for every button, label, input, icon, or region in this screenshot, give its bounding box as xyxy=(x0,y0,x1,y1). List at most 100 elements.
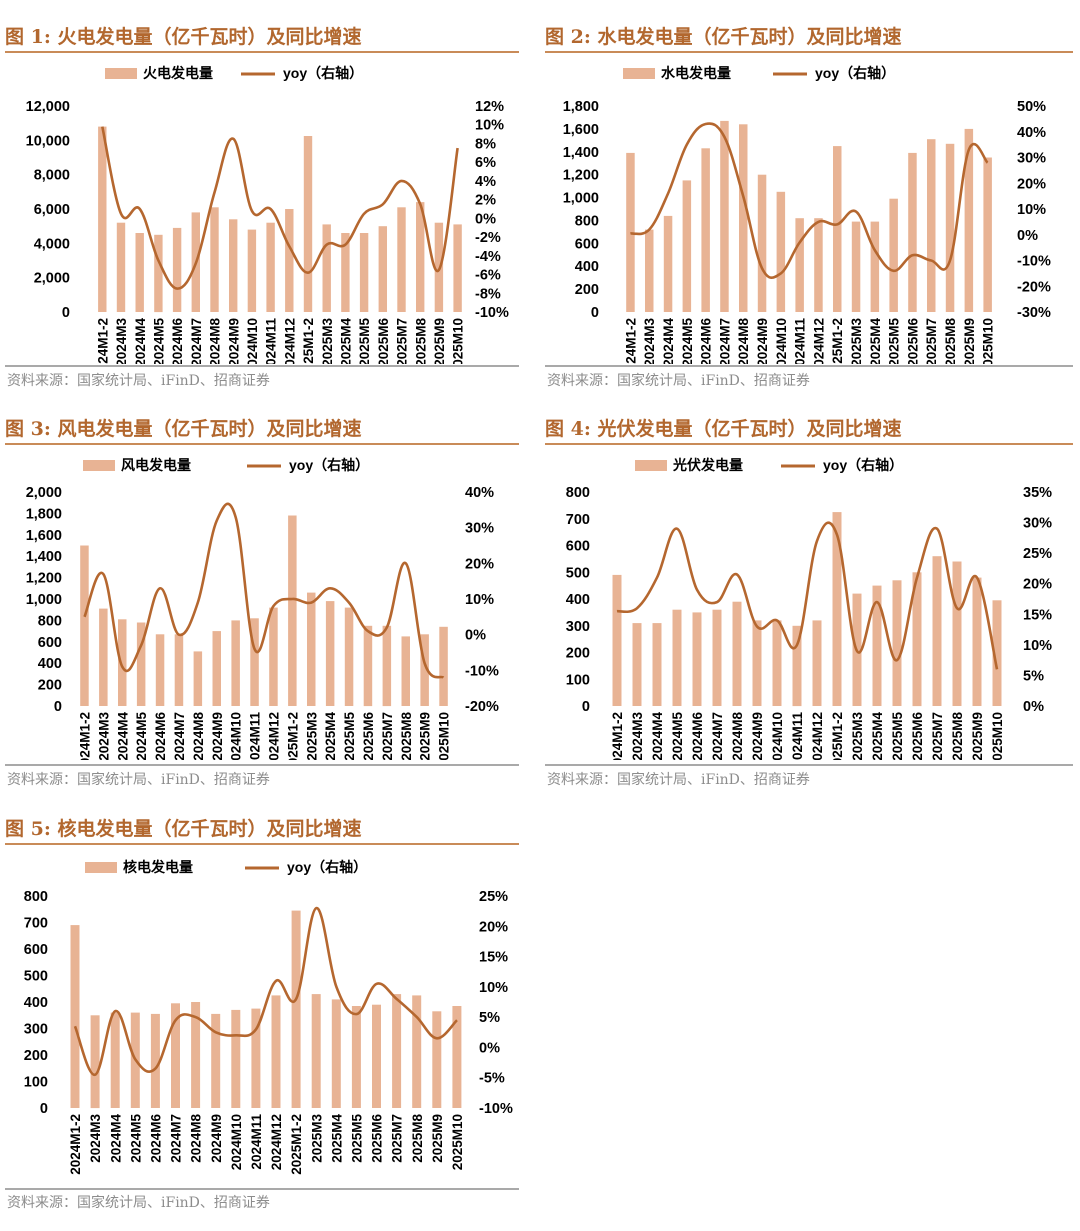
legend-bar-swatch xyxy=(623,68,655,79)
yoy-line xyxy=(83,502,445,679)
legend-bar-label: 火电发电量 xyxy=(143,65,213,81)
left-axis-tick-label: 0 xyxy=(54,699,62,715)
bar-2025M4 xyxy=(331,999,341,1108)
category-label-2025M8: 2025M8 xyxy=(410,1114,425,1163)
left-axis-tick-label: 800 xyxy=(38,613,62,629)
left-axis-tick-label: 1,400 xyxy=(26,549,62,565)
category-label-2024M4: 2024M4 xyxy=(108,1114,123,1163)
category-label-2025M10: 2025M10 xyxy=(450,1114,465,1170)
figure-2-title-rule xyxy=(545,51,1073,53)
category-label-2025M10: 2025M10 xyxy=(981,318,996,364)
figure-1-title: 图 1: 火电发电量（亿千瓦时）及同比增速 xyxy=(5,26,362,48)
bar-2024M11 xyxy=(795,218,804,312)
category-label-2025M9: 2025M9 xyxy=(430,1114,445,1163)
category-label-2025M9: 2025M9 xyxy=(962,318,977,364)
left-axis-tick-label: 800 xyxy=(566,485,590,501)
right-axis-tick-label: 10% xyxy=(1017,202,1046,218)
category-label-2024M9: 2024M9 xyxy=(209,1114,224,1163)
left-axis-tick-label: 400 xyxy=(575,259,599,275)
category-label-2024M11: 2024M11 xyxy=(264,318,279,364)
category-label-2024M6: 2024M6 xyxy=(690,712,705,760)
bar-2025M4 xyxy=(870,221,880,312)
right-axis-tick-label: 0% xyxy=(1017,228,1038,244)
category-label-2024M6: 2024M6 xyxy=(153,712,168,760)
figure-1-title-rule xyxy=(5,51,519,53)
category-label-2024M5: 2024M5 xyxy=(680,318,695,364)
category-label-2025M7: 2025M7 xyxy=(380,712,395,760)
right-axis-tick-label: -20% xyxy=(1017,279,1051,295)
category-label-2024M3: 2024M3 xyxy=(642,318,657,364)
bar-2024M8 xyxy=(193,651,203,706)
left-axis-tick-label: 10,000 xyxy=(26,133,70,149)
left-axis-tick-label: 300 xyxy=(24,1022,48,1038)
bar-2024M9 xyxy=(212,631,221,706)
left-axis-tick-label: 600 xyxy=(38,635,62,651)
category-label-2024M12: 2024M12 xyxy=(810,712,825,760)
figure-5-chart: 核电发电量 yoy（右轴） 0 100 200 300 400 500 600 700 800 -10… xyxy=(24,859,513,1175)
left-axis-tick-label: 200 xyxy=(38,678,62,694)
bar-2024M9 xyxy=(752,620,762,706)
category-label-2025M3: 2025M3 xyxy=(304,712,319,760)
category-label-2025M3: 2025M3 xyxy=(309,1114,324,1163)
left-axis-tick-label: 600 xyxy=(575,236,599,252)
bar-2025M8 xyxy=(945,143,955,312)
bar-2025M6 xyxy=(912,572,922,707)
category-label-2024M4: 2024M4 xyxy=(133,318,148,364)
left-axis-tick-label: 1,800 xyxy=(563,99,599,115)
category-label-2024M10: 2024M10 xyxy=(770,712,785,760)
category-label-2025M5: 2025M5 xyxy=(357,318,372,364)
category-label-2025M10: 2025M10 xyxy=(990,712,1005,760)
right-axis-tick-label: -10% xyxy=(475,305,509,321)
left-axis-tick-label: 0 xyxy=(62,305,70,321)
bar-2025M4 xyxy=(325,601,335,706)
category-label-2024M10: 2024M10 xyxy=(229,712,244,760)
bar-2024M10 xyxy=(231,1009,241,1108)
bar-2024M7 xyxy=(174,634,184,706)
category-label-2025M9: 2025M9 xyxy=(432,318,447,364)
right-axis-tick-label: 12% xyxy=(475,99,504,115)
figure-1-panel: 图 1: 火电发电量（亿千瓦时）及同比增速 火电发电量 yoy（右轴） 0 2,000… xyxy=(5,22,519,402)
left-axis-tick-label: 200 xyxy=(566,646,590,662)
category-label-2025M7: 2025M7 xyxy=(930,712,945,760)
left-axis-tick-label: 0 xyxy=(40,1101,48,1117)
bar-2025M8 xyxy=(952,561,962,706)
category-label-2024M4: 2024M4 xyxy=(115,712,130,760)
left-axis-tick-label: 2,000 xyxy=(34,271,70,287)
category-label-2025M9: 2025M9 xyxy=(418,712,433,760)
bar-2025M1-2 xyxy=(833,146,842,312)
bar-2025M8 xyxy=(416,202,425,312)
bar-2025M5 xyxy=(889,198,898,312)
bar-2024M3 xyxy=(90,1015,100,1109)
left-axis-tick-label: 1,600 xyxy=(26,528,62,544)
right-axis-tick-label: 20% xyxy=(1023,577,1052,593)
yoy-line xyxy=(101,126,459,290)
left-axis-tick-label: 1,200 xyxy=(26,571,62,587)
right-axis-tick-label: 30% xyxy=(1023,516,1052,532)
figure-3-title-rule xyxy=(5,443,519,445)
bar-2024M7 xyxy=(171,1003,180,1108)
figure-4-title: 图 4: 光伏发电量（亿千瓦时）及同比增速 xyxy=(545,418,902,440)
legend-bar-swatch xyxy=(83,460,115,471)
category-label-2024M1-2: 2024M1-2 xyxy=(78,712,93,760)
yoy-line xyxy=(73,906,458,1077)
category-label-2024M11: 2024M11 xyxy=(793,318,808,364)
bar-2024M11 xyxy=(266,222,275,312)
category-label-2024M1-2: 2024M1-2 xyxy=(68,1114,83,1175)
category-label-2025M7: 2025M7 xyxy=(390,1114,405,1163)
category-label-2024M12: 2024M12 xyxy=(282,318,297,364)
right-axis-tick-label: 10% xyxy=(465,592,494,608)
bar-2024M12 xyxy=(285,209,294,312)
yoy-line xyxy=(630,122,989,280)
category-label-2025M5: 2025M5 xyxy=(890,712,905,760)
category-label-2025M4: 2025M4 xyxy=(870,712,885,760)
category-label-2024M1-2: 2024M1-2 xyxy=(95,318,110,364)
bar-2024M5 xyxy=(672,609,682,706)
bar-2024M1-2 xyxy=(612,574,622,706)
figure-5-source-rule xyxy=(5,1188,519,1190)
category-label-2025M1-2: 2025M1-2 xyxy=(285,712,300,760)
left-axis-tick-label: 600 xyxy=(566,539,590,555)
left-axis-tick-label: 0 xyxy=(582,699,590,715)
category-label-2024M5: 2024M5 xyxy=(134,712,149,760)
right-axis-tick-label: 35% xyxy=(1023,485,1052,501)
category-label-2024M8: 2024M8 xyxy=(208,318,223,364)
